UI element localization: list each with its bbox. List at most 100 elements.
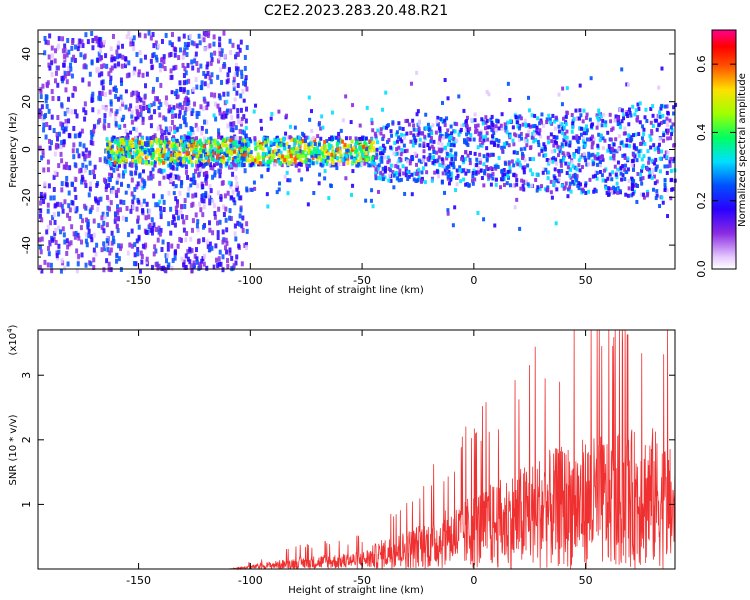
spectrogram-cell (218, 107, 222, 113)
spectrogram-cell (482, 162, 486, 167)
spectrogram-cell (225, 143, 229, 148)
spectrogram-cell (148, 116, 152, 121)
spectrogram-cell (239, 121, 243, 127)
spectrogram-cell (170, 143, 174, 148)
spectrogram-cell (231, 161, 235, 166)
spectrogram-cell (114, 189, 118, 195)
spectrogram-y-tick-label: 40 (20, 47, 33, 61)
spectrogram-cell (106, 145, 110, 150)
spectrogram-cell (417, 158, 421, 163)
spectrogram-cell (76, 232, 80, 238)
spectrogram-cell (669, 136, 673, 141)
spectrogram-cell (662, 131, 666, 136)
spectrogram-cell (84, 238, 88, 244)
spectrogram-cell (562, 186, 566, 191)
spectrogram-cell (46, 202, 50, 208)
spectrogram-cell (105, 194, 109, 200)
spectrogram-cell (396, 165, 400, 170)
spectrogram-cell (177, 156, 181, 161)
spectrogram-cell (473, 118, 477, 123)
spectrogram-cell (466, 136, 470, 141)
spectrogram-cell (304, 153, 308, 158)
spectrogram-cell (393, 140, 397, 145)
spectrogram-cell (641, 176, 645, 181)
spectrogram-cell (83, 116, 87, 122)
spectrogram-cell (556, 153, 560, 158)
spectrogram-cell (44, 39, 48, 45)
spectrogram-cell (160, 57, 164, 63)
spectrogram-cell (576, 116, 580, 121)
spectrogram-cell (539, 118, 543, 123)
spectrogram-cell (665, 188, 669, 193)
spectrogram-cell (488, 125, 492, 130)
spectrogram-cell (626, 156, 630, 161)
spectrogram-cell (653, 118, 657, 123)
spectrogram-cell (323, 140, 327, 145)
spectrogram-cell (202, 237, 206, 243)
spectrogram-cell (224, 217, 228, 223)
spectrogram-cell (104, 187, 108, 193)
spectrogram-cell (313, 142, 317, 147)
spectrogram-cell (620, 119, 624, 124)
spectrogram-cell (167, 262, 171, 268)
spectrogram-cell (551, 113, 555, 118)
spectrogram-cell (376, 166, 380, 171)
spectrogram-cell (107, 261, 111, 267)
spectrogram-cell (82, 64, 86, 70)
spectrogram-cell (612, 142, 616, 147)
spectrogram-cell (135, 206, 139, 212)
spectrogram-cell (182, 80, 186, 86)
spectrogram-cell (82, 107, 86, 113)
spectrogram-cell (410, 81, 414, 86)
spectrogram-cell (477, 132, 481, 137)
spectrogram-cell (183, 47, 187, 53)
spectrogram-cell (585, 124, 589, 129)
spectrogram-cell (466, 153, 470, 158)
spectrogram-cell (207, 193, 211, 199)
spectrogram-cell (206, 70, 210, 76)
spectrogram-cell (75, 113, 79, 119)
spectrogram-cell (417, 175, 421, 180)
spectrogram-cell (530, 113, 534, 118)
spectrogram-x-tick-label: -150 (126, 274, 151, 287)
spectrogram-cell (548, 159, 552, 164)
spectrogram-cell (532, 129, 536, 134)
spectrogram-cell (403, 133, 407, 138)
spectrogram-cell (145, 161, 149, 166)
spectrogram-cell (243, 242, 247, 248)
spectrogram-cell (242, 141, 246, 147)
spectrogram-cell (272, 142, 276, 147)
spectrogram-cell (276, 137, 280, 142)
spectrogram-cell (422, 155, 426, 160)
spectrogram-cell (472, 168, 476, 173)
spectrogram-cell (651, 113, 655, 118)
spectrogram-cell (140, 177, 144, 183)
spectrogram-cell (555, 135, 559, 140)
spectrogram-cell (487, 175, 491, 180)
spectrogram-cell (637, 132, 641, 137)
spectrogram-cell (318, 172, 322, 177)
spectrogram-cell (384, 125, 388, 130)
spectrogram-cell (131, 137, 135, 142)
spectrogram-cell (233, 136, 237, 141)
spectrogram-cell (55, 253, 59, 259)
spectrogram-cell (489, 173, 493, 178)
spectrogram-cell (229, 127, 233, 133)
spectrogram-cell (636, 183, 640, 188)
spectrogram-cell (47, 138, 51, 144)
spectrogram-cell (376, 140, 380, 145)
spectrogram-cell (105, 222, 109, 228)
spectrogram-cell (277, 159, 281, 164)
spectrogram-cell (222, 204, 226, 210)
spectrogram-cell (128, 152, 132, 157)
spectrogram-cell (222, 157, 226, 162)
spectrogram-cell (47, 62, 51, 68)
spectrogram-cell (185, 52, 189, 58)
spectrogram-cell (39, 249, 43, 255)
spectrogram-cell (57, 96, 61, 102)
spectrogram-cell (109, 108, 113, 114)
spectrogram-cell (183, 66, 187, 72)
spectrogram-cell (592, 136, 596, 141)
spectrogram-cell (612, 156, 616, 161)
spectrogram-cell (611, 154, 615, 159)
